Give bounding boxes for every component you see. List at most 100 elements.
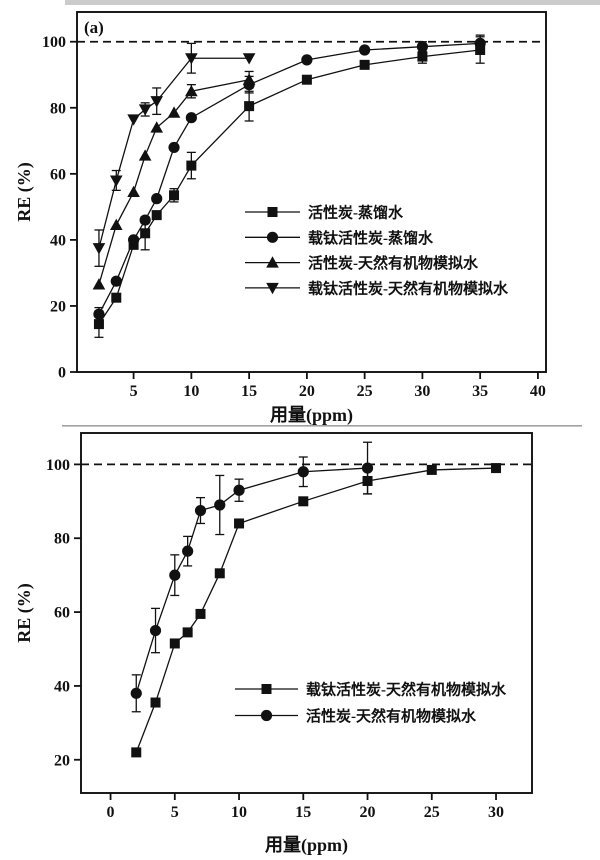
data-point-marker [150, 697, 161, 708]
data-point-marker [167, 106, 181, 118]
data-point-marker [169, 190, 180, 201]
chart-panel-b: 0 5 10 15 20 25 30 20 40 60 80 100 载钛活性炭-天然有机物模拟水活性炭… [14, 432, 533, 856]
data-point-marker [297, 466, 309, 478]
y-tick-label: 20 [50, 298, 66, 315]
data-point-marker [168, 141, 180, 154]
data-point-marker [139, 214, 151, 226]
data-point-marker [131, 747, 142, 758]
data-point-marker [182, 545, 194, 557]
x-tick-label: 15 [295, 804, 311, 821]
y-axis-title: RE (%) [14, 583, 35, 643]
data-point-marker [151, 193, 163, 205]
x-tick-label: 40 [530, 383, 546, 400]
x-axis-title: 用量(ppm) [265, 834, 348, 856]
data-point-marker [138, 149, 152, 161]
legend-label: 载钛活性炭-天然有机物模拟水 [306, 681, 507, 699]
x-tick-label: 20 [299, 383, 315, 400]
data-point-marker [130, 687, 142, 699]
data-point-marker [416, 41, 428, 53]
y-tick-label: 80 [54, 531, 70, 548]
x-axis-title: 用量(ppm) [270, 404, 353, 426]
data-point-marker [242, 73, 256, 85]
x-tick-label: 35 [472, 383, 488, 400]
data-point-marker [128, 234, 140, 246]
y-axis-title: RE (%) [14, 162, 35, 222]
y-tick-label: 0 [58, 365, 66, 382]
data-point-marker [149, 624, 162, 637]
x-tick-label: 0 [107, 804, 115, 821]
data-point-marker [182, 627, 193, 638]
legend-label: 活性炭-天然有机物模拟水 [308, 254, 479, 272]
legend-marker-square [261, 684, 272, 694]
data-point-marker [214, 499, 226, 511]
data-point-marker [92, 278, 106, 290]
data-point-marker [234, 518, 245, 529]
data-point-marker [150, 96, 164, 108]
data-point-marker [185, 53, 198, 65]
data-point-marker [92, 243, 106, 255]
data-point-marker [194, 504, 207, 517]
scan-edge-strip [65, 0, 600, 5]
x-tick-label: 5 [130, 383, 138, 400]
data-point-marker [140, 228, 151, 239]
y-tick-label: 60 [54, 605, 70, 622]
x-tick-label: 25 [424, 804, 440, 821]
data-point-marker [301, 74, 312, 85]
legend-label: 活性炭-蒸馏水 [308, 204, 404, 222]
data-point-marker [127, 185, 140, 197]
x-tick-label: 15 [241, 383, 257, 400]
data-point-marker [150, 121, 164, 133]
legend-marker-triangle-down [266, 282, 279, 295]
data-point-marker [111, 292, 122, 303]
chart-panel-a: 5 10 15 20 25 30 35 40 0 20 40 60 80 100 活性炭-蒸馏水载钛活性炭-… [14, 0, 600, 427]
y-tick-label: 40 [50, 232, 66, 249]
data-point-marker [417, 51, 428, 62]
legend-marker-triangle-up [266, 256, 279, 268]
data-point-marker [301, 54, 313, 66]
legend-marker-circle [260, 709, 273, 722]
data-point-marker [151, 210, 162, 221]
data-point-marker [195, 608, 206, 619]
data-point-marker [185, 112, 197, 124]
data-point-marker [186, 160, 197, 171]
axis-box [80, 432, 533, 794]
panel-divider-line [62, 425, 582, 427]
data-point-marker [359, 44, 371, 56]
data-point-marker [244, 101, 255, 112]
x-tick-label: 10 [183, 383, 199, 400]
data-point-marker [93, 319, 104, 330]
x-tick-label: 20 [360, 804, 376, 821]
axis-box [76, 11, 547, 373]
data-point-marker [359, 59, 370, 70]
x-tick-label: 30 [488, 804, 504, 821]
data-point-marker [491, 463, 502, 474]
data-point-marker [169, 638, 180, 649]
y-tick-label: 100 [42, 34, 66, 51]
data-point-marker [233, 484, 245, 496]
data-point-marker [214, 568, 225, 579]
legend-label: 载钛活性炭-蒸馏水 [308, 229, 434, 247]
x-tick-label: 5 [171, 804, 179, 821]
series-line [98, 42, 481, 315]
data-point-marker [474, 37, 486, 49]
y-tick-label: 20 [54, 752, 70, 769]
data-point-marker [127, 114, 140, 126]
data-point-marker [426, 464, 437, 475]
data-point-marker [138, 104, 152, 116]
panel-label: (a) [84, 18, 104, 37]
data-point-marker [109, 175, 123, 187]
y-tick-label: 100 [46, 457, 70, 474]
data-point-marker [169, 569, 181, 581]
y-tick-label: 60 [50, 166, 66, 183]
y-tick-label: 80 [50, 100, 66, 117]
x-tick-label: 25 [357, 383, 373, 400]
series-line [98, 49, 481, 325]
x-tick-label: 10 [231, 804, 247, 821]
y-tick-label: 40 [54, 678, 70, 695]
x-tick-label: 30 [414, 383, 430, 400]
data-point-marker [93, 308, 105, 320]
series-line [98, 57, 250, 249]
data-point-marker [361, 462, 374, 474]
data-point-marker [185, 84, 198, 97]
